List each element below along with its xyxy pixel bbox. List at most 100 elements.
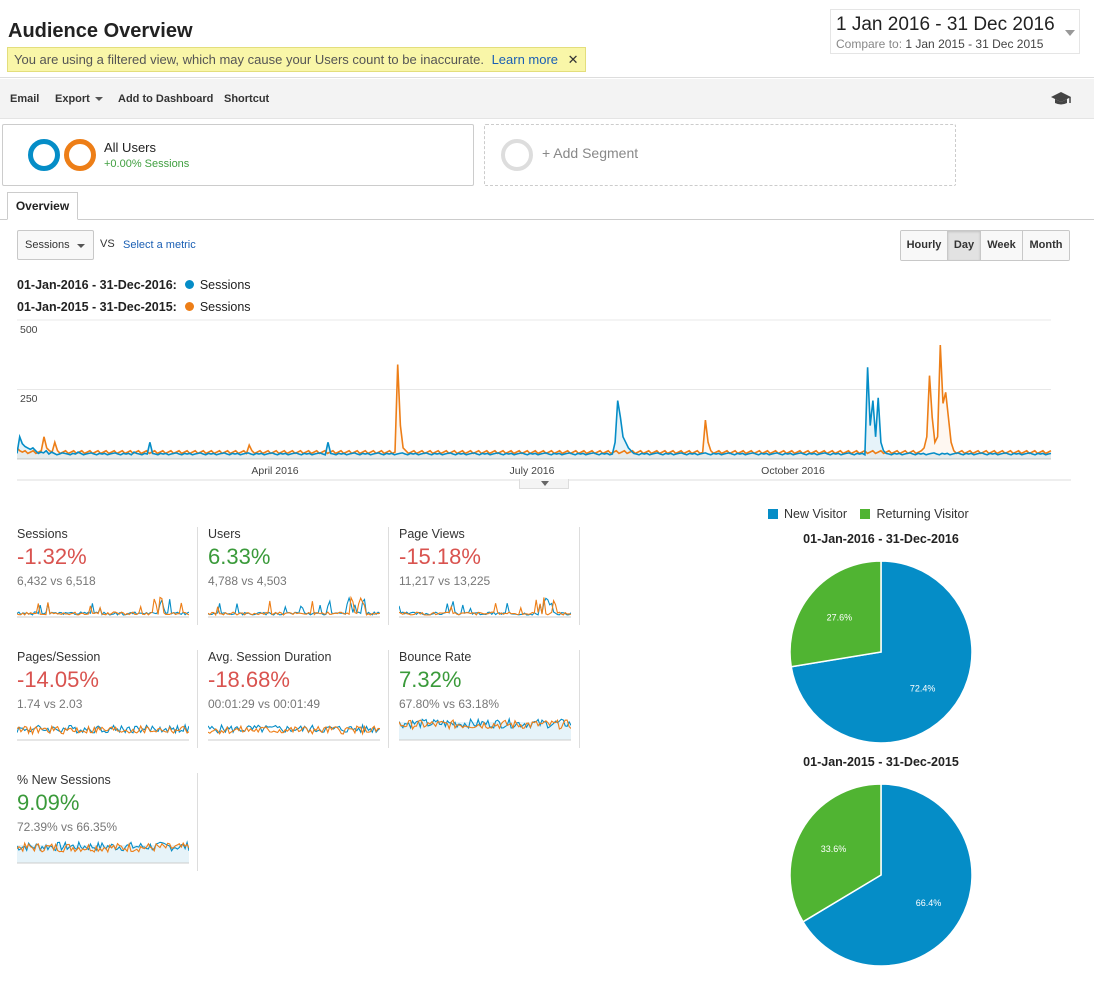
y-tick-label: 500 — [20, 324, 38, 336]
legend-metric-label: Sessions — [199, 278, 251, 292]
pie-slice-returning-visitor[interactable] — [789, 560, 882, 668]
pie-chart-2015[interactable]: 66.4% 33.6% — [788, 782, 974, 968]
visitor-type-legend: New Visitor Returning Visitor — [768, 507, 969, 521]
returning-visitor-swatch-icon — [860, 509, 871, 519]
add-to-dashboard-button[interactable]: Add to Dashboard — [118, 93, 214, 105]
scorecard-change: 6.33% — [208, 544, 271, 569]
new-visitor-swatch-icon — [768, 509, 778, 519]
legend-current-range: 01-Jan-2016 - 31-Dec-2016: Sessions — [17, 278, 251, 292]
scorecard-users[interactable]: Users 6.33% 4,788 vs 4,503 — [208, 527, 389, 625]
caret-down-icon — [77, 244, 85, 248]
scorecard-pages-per-session[interactable]: Pages/Session -14.05% 1.74 vs 2.03 — [17, 650, 198, 748]
sessions-line-chart[interactable]: 500 250 April 2016 July 2016 October 201… — [17, 318, 1071, 490]
report-header: Audience Overview You are using a filter… — [0, 0, 1094, 78]
blue-dot-icon — [184, 280, 194, 289]
granularity-toggle: Hourly Day Week Month — [900, 230, 1070, 261]
tab-overview[interactable]: Overview — [7, 192, 78, 220]
compare-range: Compare to: 1 Jan 2015 - 31 Dec 2015 — [836, 37, 1043, 51]
scorecard-label: % New Sessions — [17, 773, 111, 787]
sparkline-band — [399, 722, 571, 740]
sparkline — [208, 723, 380, 741]
sparkline-compare — [17, 596, 189, 616]
sparkline-compare — [208, 724, 380, 736]
warning-text: You are using a filtered view, which may… — [14, 52, 484, 67]
scorecard-sessions[interactable]: Sessions -1.32% 6,432 vs 6,518 — [17, 527, 198, 625]
shortcut-button[interactable]: Shortcut — [224, 93, 270, 105]
select-metric-link[interactable]: Select a metric — [123, 239, 196, 251]
sparkline-compare — [17, 841, 189, 854]
orange-dot-icon — [184, 302, 194, 311]
export-button[interactable]: Export — [55, 93, 103, 105]
scorecard-label: Bounce Rate — [399, 650, 472, 664]
series-2015-line — [17, 344, 1052, 455]
learn-more-link[interactable]: Learn more — [491, 52, 559, 67]
scorecard-compare: 4,788 vs 4,503 — [208, 574, 287, 588]
scorecard-label: Page Views — [399, 527, 465, 541]
sparkline-band — [17, 845, 189, 863]
scorecard-change: -15.18% — [399, 544, 481, 569]
granularity-month-button[interactable]: Month — [1023, 231, 1069, 260]
scorecard-bounce-rate[interactable]: Bounce Rate 7.32% 67.80% vs 63.18% — [399, 650, 580, 748]
date-range: 1 Jan 2016 - 31 Dec 2016 — [836, 14, 1055, 35]
x-tick-label: July 2016 — [510, 465, 555, 477]
segment-sessions-share: +0.00% Sessions — [104, 158, 190, 170]
scorecard-compare: 6,432 vs 6,518 — [17, 574, 96, 588]
pie-slice-label: 27.6% — [827, 613, 853, 623]
segment-compare-ring-icon — [64, 139, 96, 171]
close-icon[interactable]: ✕ — [567, 52, 579, 67]
granularity-week-button[interactable]: Week — [981, 231, 1023, 260]
segment-name: All Users — [104, 140, 157, 155]
scorecard-change: -1.32% — [17, 544, 87, 569]
scorecard-label: Pages/Session — [17, 650, 101, 664]
scorecard-page-views[interactable]: Page Views -15.18% 11,217 vs 13,225 — [399, 527, 580, 625]
sparkline — [399, 597, 571, 618]
report-toolbar: Email Export Add to Dashboard Shortcut — [0, 79, 1094, 119]
email-button[interactable]: Email — [10, 93, 40, 105]
x-tick-label: October 2016 — [761, 465, 825, 477]
sparkline-current — [17, 598, 189, 616]
chart-expand-toggle[interactable] — [519, 479, 569, 489]
series-2016-area — [17, 367, 1051, 459]
export-label: Export — [55, 93, 90, 105]
scorecard-compare: 72.39% vs 66.35% — [17, 820, 118, 834]
pie-slice-returning-visitor[interactable] — [789, 783, 882, 923]
caret-down-icon — [94, 97, 103, 102]
sparkline-current — [399, 716, 571, 730]
scorecard-change: 9.09% — [17, 790, 80, 815]
scorecard-change: -14.05% — [17, 667, 99, 692]
filtered-view-warning: You are using a filtered view, which may… — [7, 47, 586, 72]
scorecard-avg-session-duration[interactable]: Avg. Session Duration -18.68% 00:01:29 v… — [208, 650, 389, 748]
sparkline-compare — [17, 724, 189, 736]
scorecard-compare: 11,217 vs 13,225 — [399, 574, 491, 588]
granularity-day-button[interactable]: Day — [948, 231, 981, 260]
granularity-hourly-button[interactable]: Hourly — [901, 231, 948, 260]
compare-label: Compare to: — [836, 37, 903, 51]
pie-title-2015: 01-Jan-2015 - 31-Dec-2015 — [803, 755, 959, 769]
metric-select[interactable]: Sessions — [17, 230, 94, 260]
tab-divider — [0, 219, 1094, 220]
scorecard-label: Sessions — [17, 527, 68, 541]
legend-compare-range: 01-Jan-2015 - 31-Dec-2015: Sessions — [17, 300, 251, 314]
scorecard-change: 7.32% — [399, 667, 462, 692]
add-segment-label: + Add Segment — [542, 145, 639, 161]
pie-chart-2016[interactable]: 72.4% 27.6% — [788, 559, 974, 745]
legend-metric-label: Sessions — [199, 300, 251, 314]
segment-all-users[interactable]: All Users +0.00% Sessions — [2, 124, 474, 186]
scorecard-label: Users — [208, 527, 241, 541]
graduation-cap-icon[interactable] — [1050, 90, 1072, 108]
legend-range-label: 01-Jan-2015 - 31-Dec-2015: — [17, 300, 177, 314]
date-range-picker[interactable]: 1 Jan 2016 - 31 Dec 2016 Compare to: 1 J… — [830, 9, 1080, 54]
legend-returning-visitor: Returning Visitor — [876, 507, 969, 521]
series-2015-area — [17, 345, 1051, 459]
pie-slice-label: 72.4% — [910, 683, 936, 693]
add-segment-button[interactable]: + Add Segment — [484, 124, 956, 186]
x-tick-label: April 2016 — [251, 465, 298, 477]
scorecard-new-sessions[interactable]: % New Sessions 9.09% 72.39% vs 66.35% — [17, 773, 198, 871]
scorecard-label: Avg. Session Duration — [208, 650, 332, 664]
legend-new-visitor: New Visitor — [784, 507, 847, 521]
pie-title-2016: 01-Jan-2016 - 31-Dec-2016 — [803, 532, 959, 546]
scorecard-compare: 00:01:29 vs 00:01:49 — [208, 697, 321, 711]
pie-slice-new-visitor[interactable] — [801, 783, 973, 967]
sparkline-compare — [399, 597, 571, 616]
compare-range-value: 1 Jan 2015 - 31 Dec 2015 — [905, 37, 1044, 51]
